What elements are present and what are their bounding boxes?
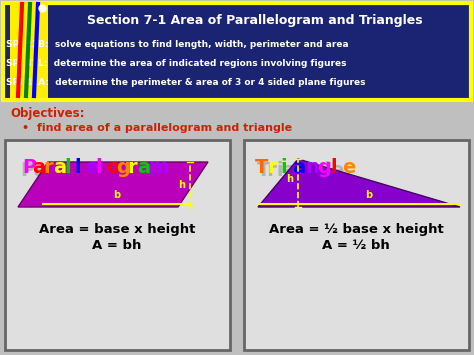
Text: g: g: [117, 158, 130, 177]
FancyBboxPatch shape: [5, 140, 230, 350]
Text: b: b: [365, 190, 373, 200]
Text: o: o: [106, 158, 119, 177]
Text: Section 7-1 Area of Parallelogram and Triangles: Section 7-1 Area of Parallelogram and Tr…: [87, 14, 423, 27]
Text: g: g: [318, 158, 331, 177]
Text: SPI 21B:  solve equations to find length, width, perimeter and area: SPI 21B: solve equations to find length,…: [6, 40, 348, 49]
Text: A = ½ bh: A = ½ bh: [322, 239, 390, 252]
Text: Area = ½ base x height: Area = ½ base x height: [269, 223, 443, 236]
Text: l: l: [95, 158, 102, 177]
Text: P: P: [22, 158, 36, 177]
Text: l: l: [330, 158, 337, 177]
Text: a: a: [292, 158, 306, 177]
Text: h: h: [286, 174, 293, 184]
Text: •  find area of a parallelogram and triangle: • find area of a parallelogram and trian…: [22, 123, 292, 133]
Text: A = bh: A = bh: [92, 239, 142, 252]
Text: Parallelogram: Parallelogram: [20, 161, 173, 180]
Text: a: a: [137, 158, 151, 177]
FancyBboxPatch shape: [3, 3, 471, 100]
Text: a: a: [33, 158, 46, 177]
Text: h: h: [178, 180, 185, 190]
Text: m: m: [148, 158, 168, 177]
Text: Area = base x height: Area = base x height: [39, 223, 195, 236]
Text: e: e: [85, 158, 99, 177]
Text: i: i: [280, 158, 287, 177]
Text: l: l: [64, 158, 71, 177]
Text: r: r: [43, 158, 53, 177]
FancyBboxPatch shape: [244, 140, 469, 350]
Text: Objectives:: Objectives:: [10, 107, 84, 120]
Polygon shape: [258, 159, 460, 207]
Text: Triangle: Triangle: [257, 161, 346, 180]
Text: b: b: [113, 190, 120, 200]
Polygon shape: [18, 162, 208, 207]
Text: n: n: [305, 158, 319, 177]
Text: e: e: [343, 158, 356, 177]
Polygon shape: [10, 2, 48, 98]
Text: l: l: [74, 158, 81, 177]
Text: r: r: [267, 158, 277, 177]
Text: SPI 32L:  determine the area of indicated regions involving figures: SPI 32L: determine the area of indicated…: [6, 59, 346, 68]
Text: SPI 41A:  determine the perimeter & area of 3 or 4 sided plane figures: SPI 41A: determine the perimeter & area …: [6, 78, 365, 87]
Text: T: T: [255, 158, 268, 177]
Text: r: r: [127, 158, 137, 177]
Text: a: a: [54, 158, 67, 177]
